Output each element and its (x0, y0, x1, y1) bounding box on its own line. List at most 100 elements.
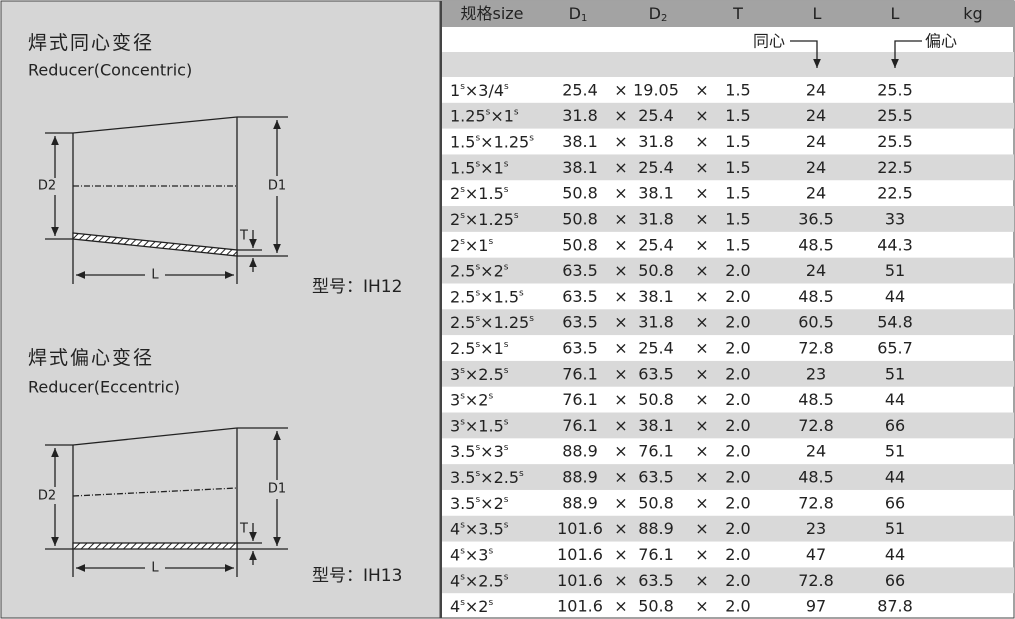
table-cell: × (695, 106, 708, 125)
table-cell: 51 (885, 519, 905, 538)
size-part: 4 (450, 519, 460, 538)
table-cell: 1.5 (725, 158, 750, 177)
table-cell: × (614, 209, 627, 228)
size-part: ×1 (490, 106, 514, 125)
size-part: ×1.5 (480, 287, 519, 306)
table-cell: × (695, 468, 708, 487)
table-cell: 2.0 (725, 493, 750, 512)
header-text: T (732, 4, 743, 23)
dim-label: D1 (268, 482, 286, 497)
table-cell: 88.9 (562, 468, 598, 487)
table-cell: 88.9 (562, 493, 598, 512)
size-part: 3 (450, 416, 460, 435)
size-part: 2.5 (450, 261, 475, 280)
table-cell: 44 (885, 287, 905, 306)
table-cell: 38.1 (562, 158, 598, 177)
table-cell: 25.4 (562, 80, 598, 99)
table-cell: 63.5 (562, 339, 598, 358)
table-cell: × (614, 261, 627, 280)
subheader: 同心 (753, 32, 785, 51)
superscript: s (504, 443, 509, 453)
size-part: ×2 (480, 493, 504, 512)
table-cell: 2.0 (725, 313, 750, 332)
superscript: s (475, 443, 480, 453)
table-cell: 1.5 (725, 209, 750, 228)
table-cell: × (695, 390, 708, 409)
size-cell: 3s×1.5s (450, 416, 509, 435)
size-cell: 2s×1.25s (450, 209, 519, 228)
table-cell: 33 (885, 209, 905, 228)
table-cell: × (614, 158, 627, 177)
table-cell: 88.9 (638, 519, 674, 538)
size-part: 2 (450, 235, 460, 254)
table-cell: × (695, 493, 708, 512)
size-part: 1 (450, 80, 460, 99)
table-cell: × (695, 519, 708, 538)
table-cell: 38.1 (638, 184, 674, 203)
table-cell: × (614, 364, 627, 383)
table-cell: 65.7 (877, 339, 913, 358)
header-sub: 2 (661, 13, 667, 24)
subheader-row (441, 52, 1014, 77)
column-header: 规格size (460, 4, 523, 23)
table-cell: 2.0 (725, 442, 750, 461)
table-cell: 23 (806, 364, 826, 383)
table-cell: 25.4 (638, 158, 674, 177)
table-cell: × (614, 106, 627, 125)
table-cell: 51 (885, 442, 905, 461)
superscript: s (460, 391, 465, 401)
superscript: s (488, 391, 493, 401)
table-cell: 66 (885, 493, 905, 512)
size-cell: 1.5s×1s (450, 158, 509, 177)
superscript: s (504, 417, 509, 427)
table-cell: 50.8 (638, 597, 674, 616)
size-part: 3 (450, 364, 460, 383)
size-cell: 2s×1.5s (450, 184, 509, 203)
header-sub: 1 (581, 13, 587, 24)
size-part: ×2 (465, 597, 489, 616)
header-text: 规格size (460, 4, 523, 23)
superscript: s (460, 572, 465, 582)
table-cell: 2.0 (725, 597, 750, 616)
table-cell: 51 (885, 364, 905, 383)
table-cell: 50.8 (638, 261, 674, 280)
header-text: D (649, 4, 661, 23)
table-cell: 63.5 (562, 313, 598, 332)
table-cell: 48.5 (798, 390, 834, 409)
superscript: s (504, 494, 509, 504)
table-cell: 76.1 (638, 442, 674, 461)
superscript: s (460, 365, 465, 375)
table-cell: 38.1 (562, 132, 598, 151)
table-cell: × (614, 468, 627, 487)
title-cn: 焊式偏心变径 (28, 347, 154, 369)
table-cell: × (614, 235, 627, 254)
table-cell: 1.5 (725, 235, 750, 254)
table-cell: 101.6 (557, 519, 603, 538)
size-part: ×2 (465, 390, 489, 409)
header-text: kg (963, 4, 982, 23)
superscript: s (504, 572, 509, 582)
superscript: s (504, 185, 509, 195)
size-cell: 2s×1s (450, 235, 493, 254)
table-cell: 25.4 (638, 106, 674, 125)
superscript: s (475, 288, 480, 298)
size-cell: 3s×2.5s (450, 364, 509, 383)
table-cell: 76.1 (638, 545, 674, 564)
row-stripe (441, 154, 1014, 181)
size-cell: 1.25s×1s (450, 106, 519, 125)
header-text: L (891, 4, 900, 23)
table-cell: 54.8 (877, 313, 913, 332)
table-cell: 24 (806, 132, 826, 151)
superscript: s (460, 185, 465, 195)
table-cell: 2.0 (725, 339, 750, 358)
table-cell: × (695, 287, 708, 306)
row-stripe (441, 567, 1014, 594)
superscript: s (529, 133, 534, 143)
table-cell: 2.0 (725, 545, 750, 564)
table-cell: 1.5 (725, 132, 750, 151)
row-stripe (441, 515, 1014, 542)
table-cell: 101.6 (557, 597, 603, 616)
dim-label: D2 (38, 489, 56, 504)
table-cell: 19.05 (633, 80, 679, 99)
